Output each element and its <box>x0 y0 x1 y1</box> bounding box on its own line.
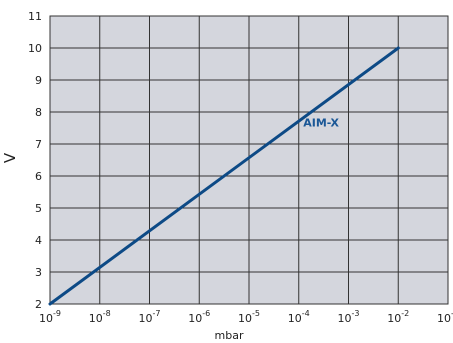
series-layer: AIM-X <box>48 46 400 306</box>
y-tick-label: 5 <box>35 202 42 215</box>
grid <box>50 16 448 304</box>
x-tick-exponent: -4 <box>302 309 310 318</box>
x-tick-exponent: -3 <box>352 309 360 318</box>
x-tick-base: 10 <box>338 312 352 325</box>
x-tick-base: 10 <box>288 312 302 325</box>
x-tick-label: 10-2 <box>387 309 409 325</box>
series-line-aim-x <box>48 46 400 306</box>
x-tick-label: 10-6 <box>188 309 210 325</box>
x-tick-label: 10-7 <box>139 309 161 325</box>
y-tick-label: 11 <box>28 10 42 23</box>
x-tick-label: 10-1 <box>437 309 453 325</box>
x-tick-exponent: -5 <box>252 309 260 318</box>
x-tick-exponent: -8 <box>103 309 111 318</box>
x-tick-label: 10-8 <box>89 309 111 325</box>
x-tick-exponent: -6 <box>202 309 210 318</box>
x-tick-label: 10-3 <box>338 309 360 325</box>
x-tick-base: 10 <box>387 312 401 325</box>
x-tick-base: 10 <box>437 312 451 325</box>
y-axis-label: V <box>1 152 19 163</box>
y-tick-label: 6 <box>35 170 42 183</box>
x-tick-base: 10 <box>188 312 202 325</box>
y-axis-ticks: 2 3 4 5 6 7 8 9 10 11 <box>28 10 42 311</box>
x-tick-exponent: -9 <box>53 309 61 318</box>
x-tick-label: 10-9 <box>39 309 61 325</box>
y-tick-label: 8 <box>35 106 42 119</box>
x-tick-base: 10 <box>89 312 103 325</box>
y-tick-label: 3 <box>35 266 42 279</box>
x-tick-base: 10 <box>39 312 53 325</box>
x-tick-exponent: -2 <box>401 309 409 318</box>
y-tick-label: 10 <box>28 42 42 55</box>
x-tick-exponent: -1 <box>451 309 453 318</box>
y-tick-label: 9 <box>35 74 42 87</box>
x-tick-base: 10 <box>139 312 153 325</box>
y-tick-label: 4 <box>35 234 42 247</box>
series-label: AIM-X <box>303 116 339 129</box>
y-tick-label: 2 <box>35 298 42 311</box>
y-tick-label: 7 <box>35 138 42 151</box>
x-axis-label: mbar <box>215 329 244 342</box>
x-tick-label: 10-5 <box>238 309 260 325</box>
x-axis-ticks: 10-910-810-710-610-510-410-310-210-1 <box>39 309 453 325</box>
x-tick-base: 10 <box>238 312 252 325</box>
x-tick-exponent: -7 <box>153 309 161 318</box>
x-tick-label: 10-4 <box>288 309 310 325</box>
